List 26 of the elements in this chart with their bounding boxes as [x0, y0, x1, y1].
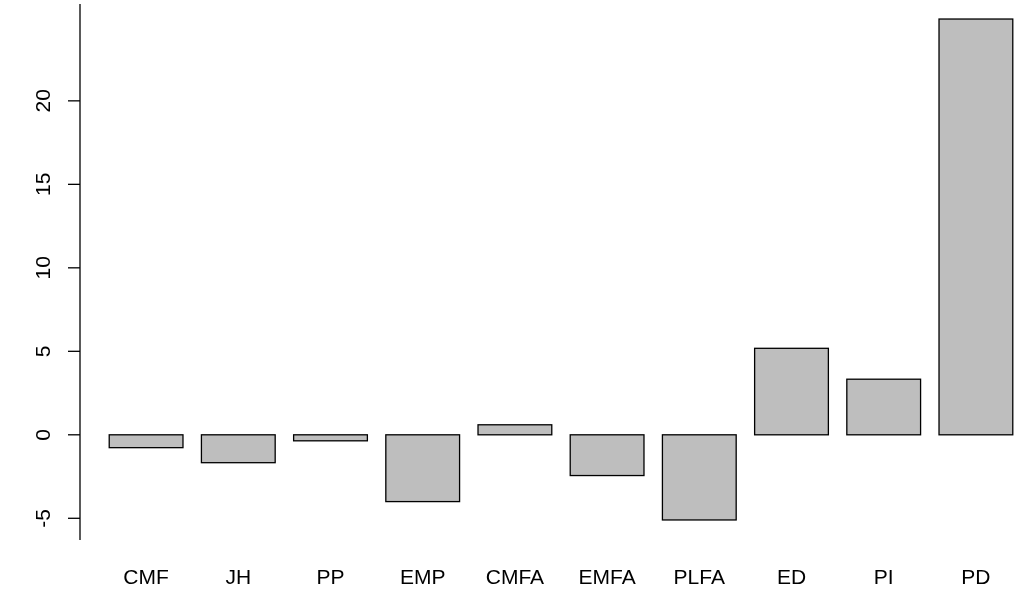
bar [477, 424, 553, 436]
x-tick-label: PLFA [673, 565, 725, 588]
bar [846, 378, 922, 436]
bar [661, 434, 737, 521]
x-tick-label: ED [776, 565, 807, 588]
y-tick-label: 0 [31, 428, 54, 441]
bar [292, 434, 369, 442]
bar [753, 347, 830, 436]
bar [938, 18, 1014, 436]
x-tick-label: PI [873, 565, 894, 588]
x-tick-label: CMF [123, 565, 169, 588]
x-tick-label: EMFA [578, 565, 636, 588]
x-tick-label: JH [225, 565, 252, 588]
bar [200, 434, 276, 464]
x-tick-label: EMP [399, 565, 446, 588]
y-tick-label: -5 [31, 508, 54, 528]
y-tick-label: 20 [31, 89, 54, 113]
x-tick-label: PD [961, 565, 991, 588]
bar [385, 434, 461, 503]
bar [108, 434, 184, 449]
y-tick-label: 5 [31, 345, 54, 358]
y-tick-label: 10 [31, 256, 54, 280]
bar [569, 434, 645, 477]
x-tick-label: PP [316, 565, 345, 588]
y-tick-label: 15 [31, 172, 54, 197]
x-tick-label: CMFA [485, 565, 545, 588]
